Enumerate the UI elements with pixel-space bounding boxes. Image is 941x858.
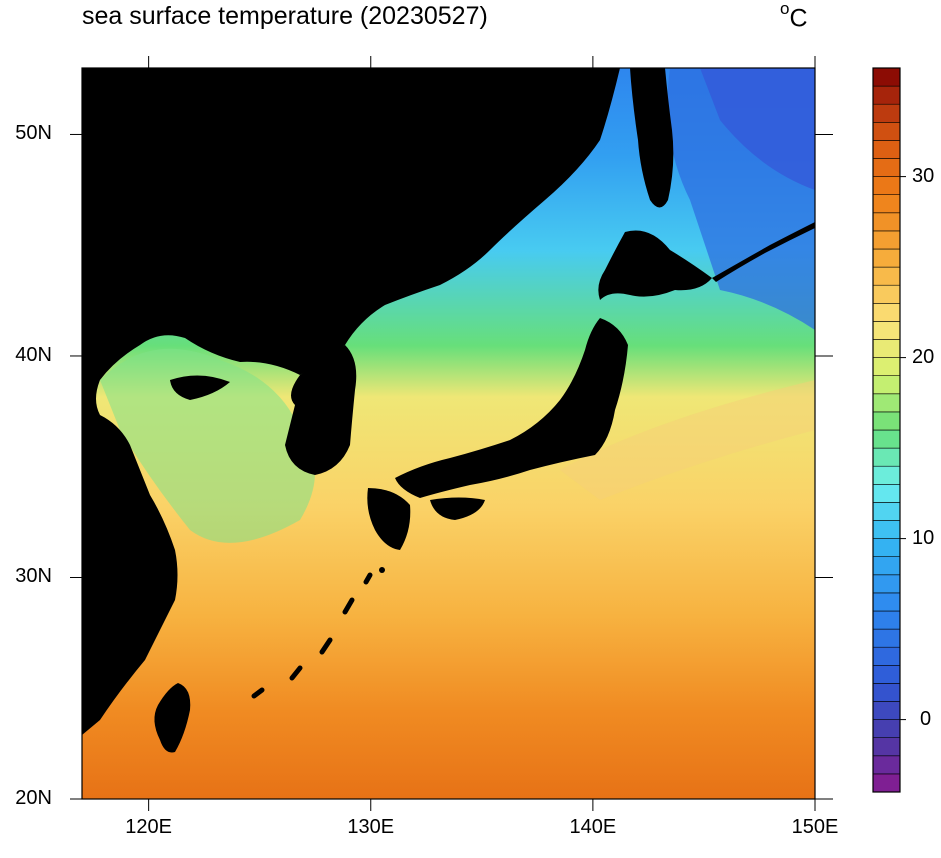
asia-continent-land: [82, 68, 620, 735]
colorbar-swatch: [872, 122, 901, 141]
map-frame: [81, 67, 816, 800]
colorbar-swatch: [872, 483, 901, 503]
y-tick-label: 30N: [15, 565, 52, 588]
colorbar-frame: [872, 67, 901, 793]
colorbar-swatch: [872, 140, 901, 159]
colorbar-swatch: [872, 465, 901, 485]
yellow-sea-water: [100, 348, 315, 543]
colorbar-swatch: [872, 302, 901, 322]
map-plot-area: [82, 68, 815, 799]
shikoku-land: [430, 497, 485, 520]
colorbar-tick-label: 0: [920, 707, 932, 730]
colorbar-swatch: [872, 212, 901, 232]
hokkaido-land: [598, 230, 712, 300]
y-tick-label: 50N: [15, 122, 52, 145]
unit-label: oC: [780, 0, 808, 33]
colorbar-swatch: [872, 103, 901, 123]
sakhalin-land: [630, 68, 674, 208]
celsius-letter: C: [789, 4, 808, 33]
y-tick-label: 20N: [15, 787, 52, 809]
ryukyu-islet: [379, 567, 385, 573]
x-tick-label: 150E: [791, 816, 839, 838]
map-tick-marks: [70, 56, 833, 811]
colorbar-swatch: [872, 194, 901, 214]
colorbar-swatch: [872, 773, 901, 793]
colorbar-swatch: [872, 393, 901, 413]
colorbar-swatch: [872, 737, 901, 757]
colorbar-swatch: [872, 574, 901, 594]
colorbar-tick-label: 10: [912, 526, 935, 549]
colorbar-swatch: [872, 520, 901, 539]
okhotsk-coldest-water: [700, 68, 815, 190]
colorbar-swatch: [872, 67, 901, 87]
map-title: sea surface temperature (20230527): [82, 2, 488, 30]
colorbar-tick-label: 30: [912, 164, 935, 187]
colorbar-swatch: [872, 284, 901, 304]
colorbar-swatch: [872, 375, 901, 395]
x-tick-label: 120E: [125, 816, 172, 838]
colorbar-swatch: [872, 683, 901, 702]
colorbar-swatch: [872, 664, 901, 684]
colorbar-swatch: [872, 447, 901, 467]
colorbar-swatch: [872, 176, 901, 196]
colorbar-swatch: [872, 411, 901, 431]
colorbar-swatch: [872, 429, 901, 449]
taiwan-land: [154, 683, 191, 753]
colorbar-swatch: [872, 230, 901, 250]
colorbar-swatch: [872, 719, 901, 738]
kyushu-land: [367, 488, 411, 550]
colorbar-swatch: [872, 357, 901, 377]
colorbar-swatch: [872, 248, 901, 268]
degree-symbol: o: [780, 0, 790, 18]
colorbar-swatch: [872, 646, 901, 666]
x-tick-label: 130E: [347, 816, 395, 838]
colorbar-ticks: [900, 176, 906, 721]
shandong-land: [170, 375, 230, 400]
y-tick-label: 40N: [15, 343, 52, 366]
colorbar-swatch: [872, 321, 901, 340]
x-tick-label: 140E: [569, 816, 617, 838]
colorbar-swatch: [872, 755, 901, 775]
kuroshio-warm-tongue: [560, 380, 815, 500]
kuril-islands-land: [712, 222, 815, 282]
colorbar-swatch: [872, 592, 901, 612]
colorbar-swatch: [872, 85, 901, 105]
colorbar-swatch: [872, 610, 901, 630]
colorbar: [872, 67, 901, 793]
colorbar-swatch: [872, 701, 901, 720]
colorbar-swatch: [872, 502, 901, 521]
colorbar-swatch: [872, 538, 901, 557]
colorbar-swatch: [872, 556, 901, 576]
korea-peninsula-land: [285, 345, 357, 475]
ryukyu-islands-land: [251, 572, 373, 699]
colorbar-swatch: [872, 628, 901, 648]
colorbar-swatch: [872, 339, 901, 358]
colorbar-tick-label: 20: [912, 345, 935, 368]
honshu-land: [395, 318, 628, 498]
colorbar-swatch: [872, 158, 901, 177]
colorbar-swatch: [872, 266, 901, 286]
